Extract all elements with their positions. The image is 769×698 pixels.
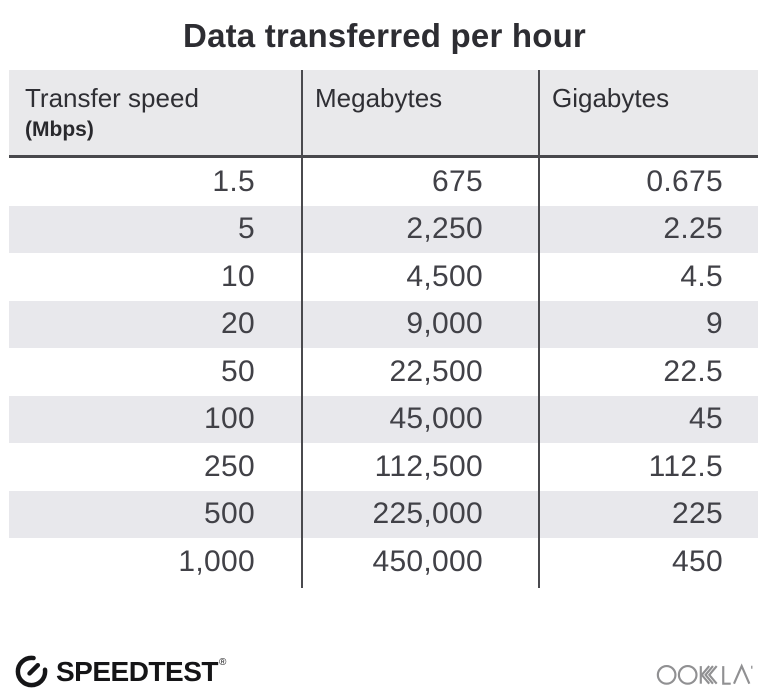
column-header-megabytes: Megabytes (315, 83, 443, 113)
ookla-wordmark-icon (656, 663, 753, 685)
cell-megabytes: 4,500 (406, 259, 483, 293)
cell-transfer-speed: 500 (204, 497, 255, 531)
cell-gigabytes: 225 (672, 497, 723, 531)
cell-gigabytes: 450 (672, 544, 723, 578)
data-table: Transfer speed (Mbps) Megabytes Gigabyte… (9, 70, 758, 588)
cell-gigabytes: 4.5 (680, 259, 723, 293)
cell-megabytes: 45,000 (389, 402, 483, 436)
column-header-label: Transfer speed (25, 83, 199, 113)
table-row: 1,000 450,000 450 (9, 538, 758, 586)
cell-megabytes: 9,000 (406, 307, 483, 341)
cell-transfer-speed: 1,000 (178, 544, 255, 578)
table-row: 100 45,000 45 (9, 395, 758, 443)
table-body: 1.5 675 0.675 5 2,250 2.25 10 4,500 4.5 … (9, 158, 758, 586)
cell-gigabytes: 0.675 (646, 164, 723, 198)
table-row: 5 2,250 2.25 (9, 205, 758, 253)
cell-transfer-speed: 250 (204, 449, 255, 483)
table-row: 10 4,500 4.5 (9, 253, 758, 301)
cell-gigabytes: 112.5 (648, 449, 723, 483)
table-row: 1.5 675 0.675 (9, 158, 758, 206)
cell-transfer-speed: 20 (221, 307, 255, 341)
table-row: 50 22,500 22.5 (9, 348, 758, 396)
table-row: 250 112,500 112.5 (9, 443, 758, 491)
speedtest-logo: SPEEDTEST ® (14, 654, 227, 689)
registered-trademark-icon: ® (218, 657, 227, 668)
cell-transfer-speed: 50 (221, 354, 255, 388)
table-header-row: Transfer speed (Mbps) Megabytes Gigabyte… (9, 70, 758, 158)
cell-gigabytes: 2.25 (663, 212, 723, 246)
column-divider-2 (538, 70, 540, 588)
column-header-gigabytes: Gigabytes (552, 83, 670, 113)
cell-transfer-speed: 5 (238, 212, 255, 246)
column-header-unit: (Mbps) (25, 118, 94, 142)
speedtest-wordmark: SPEEDTEST (56, 655, 218, 687)
cell-transfer-speed: 1.5 (212, 164, 255, 198)
cell-megabytes: 22,500 (389, 354, 483, 388)
ookla-logo (656, 659, 754, 693)
table-row: 20 9,000 9 (9, 300, 758, 348)
cell-transfer-speed: 10 (221, 259, 255, 293)
cell-megabytes: 450,000 (372, 544, 483, 578)
column-divider-1 (301, 70, 303, 588)
footer: SPEEDTEST ® (0, 650, 769, 694)
table-row: 500 225,000 225 (9, 490, 758, 538)
cell-gigabytes: 9 (706, 307, 723, 341)
cell-transfer-speed: 100 (204, 402, 255, 436)
cell-megabytes: 675 (432, 164, 483, 198)
cell-gigabytes: 45 (689, 402, 723, 436)
cell-megabytes: 2,250 (406, 212, 483, 246)
cell-gigabytes: 22.5 (663, 354, 723, 388)
cell-megabytes: 225,000 (372, 497, 483, 531)
page-title: Data transferred per hour (183, 17, 586, 54)
speedometer-gauge-icon (15, 655, 48, 688)
cell-megabytes: 112,500 (374, 449, 483, 483)
column-header-transfer-speed: Transfer speed (Mbps) (9, 70, 302, 155)
